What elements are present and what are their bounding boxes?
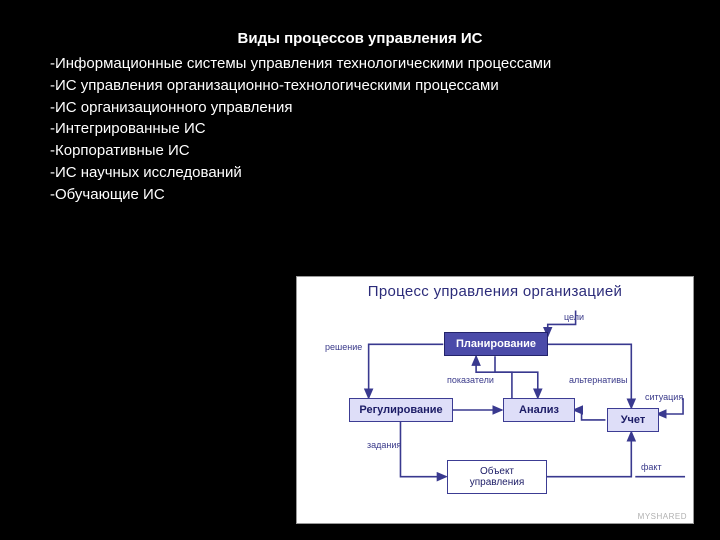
list-item: -Обучающие ИС [50, 184, 670, 206]
label-l-alt: альтернативы [569, 375, 627, 385]
list-item: -Корпоративные ИС [50, 140, 670, 162]
diagram-canvas: Планирование Регулирование Анализ Учет Объек… [297, 302, 693, 520]
edge-e-plan-anal [495, 356, 538, 398]
list-item: -ИС организационного управления [50, 97, 670, 119]
label-l-celi: цели [564, 312, 584, 322]
bullet-list: -Информационные системы управления техно… [50, 53, 670, 205]
list-item: -ИС научных исследований [50, 162, 670, 184]
node-uchet: Учет [607, 408, 659, 432]
list-item: -Интегрированные ИС [50, 118, 670, 140]
watermark: MYSHARED [638, 512, 687, 521]
list-item: -Информационные системы управления техно… [50, 53, 670, 75]
slide: Виды процессов управления ИС -Информацио… [0, 0, 720, 215]
label-l-zad: задания [367, 440, 401, 450]
node-anal: Анализ [503, 398, 575, 422]
diagram-panel: Процесс управления организацией Планиров… [296, 276, 694, 524]
diagram-title: Процесс управления организацией [297, 277, 693, 302]
list-item: -ИС управления организационно-технологич… [50, 75, 670, 97]
node-reg: Регулирование [349, 398, 453, 422]
edge-e-uchet-anal [574, 410, 606, 420]
slide-title: Виды процессов управления ИС [50, 30, 670, 47]
node-obj: Объектуправления [447, 460, 547, 494]
label-l-resh: решение [325, 342, 362, 352]
edge-e-plan-reg [369, 344, 444, 398]
label-l-fakt: факт [641, 462, 662, 472]
label-l-sit: ситуация [645, 392, 683, 402]
label-l-pokaz: показатели [447, 375, 494, 385]
edge-e-obj-uchet [546, 432, 632, 477]
node-plan: Планирование [444, 332, 548, 356]
edge-e-reg-obj [400, 422, 446, 477]
